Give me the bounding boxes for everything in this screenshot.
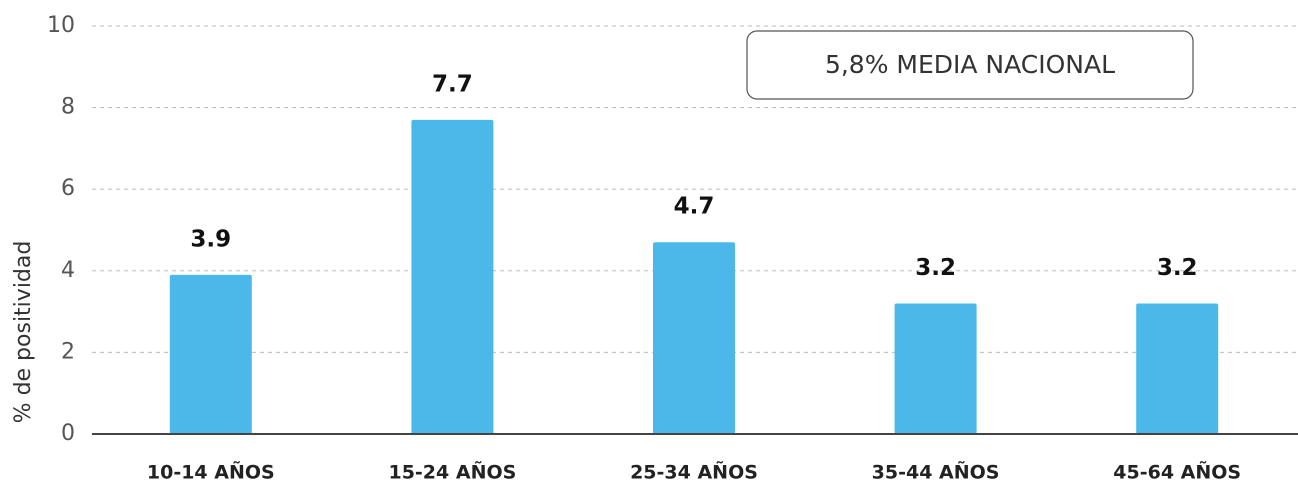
bar bbox=[653, 242, 735, 434]
x-tick-label: 15-24 AÑOS bbox=[388, 460, 516, 484]
y-tick-label: 6 bbox=[61, 176, 75, 201]
value-label: 3.2 bbox=[915, 255, 956, 281]
y-tick-label: 2 bbox=[61, 339, 75, 364]
x-tick-label: 35-44 AÑOS bbox=[872, 460, 1000, 484]
bar bbox=[1136, 303, 1219, 434]
bar bbox=[411, 119, 494, 434]
bar bbox=[169, 274, 252, 434]
x-tick-label: 45-64 AÑOS bbox=[1113, 460, 1241, 484]
y-axis-label: % de positividad bbox=[11, 241, 36, 424]
annotation: 5,8% MEDIA NACIONAL bbox=[825, 50, 1115, 79]
value-label: 3.2 bbox=[1157, 255, 1198, 281]
value-label: 7.7 bbox=[432, 71, 473, 97]
y-tick-label: 8 bbox=[61, 95, 75, 120]
value-label: 4.7 bbox=[674, 194, 715, 220]
y-tick-label: 4 bbox=[61, 258, 75, 283]
x-tick-label: 10-14 AÑOS bbox=[147, 460, 275, 484]
y-tick-label: 10 bbox=[47, 13, 75, 38]
value-label: 3.9 bbox=[190, 226, 231, 252]
annotation-box bbox=[746, 30, 1194, 100]
bar bbox=[894, 303, 977, 434]
x-tick-label: 25-34 AÑOS bbox=[630, 460, 758, 484]
y-tick-label: 0 bbox=[61, 421, 75, 446]
